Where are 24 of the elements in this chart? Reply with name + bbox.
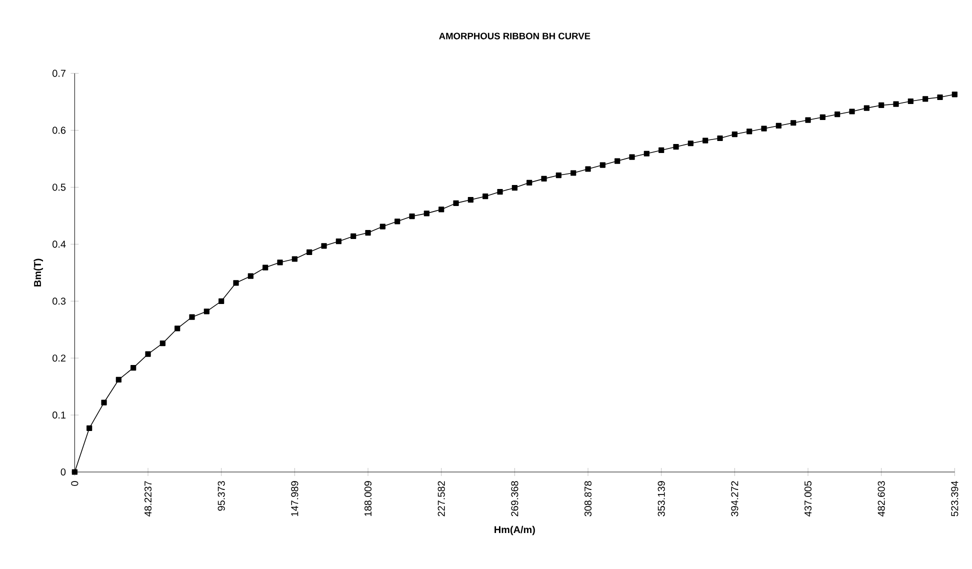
x-tick-label: 147.989 (291, 481, 298, 516)
y-tick-label: 0.3 (52, 298, 66, 305)
x-tick-label: 482.603 (878, 481, 885, 516)
y-tick-label: 0.1 (52, 412, 66, 419)
y-tick-label: 0.5 (52, 184, 66, 191)
x-tick-label: 353.139 (658, 481, 665, 516)
y-tick-label: 0.6 (52, 126, 66, 134)
x-tick-label: 95.373 (218, 481, 225, 511)
x-tick-label: 0 (71, 481, 78, 486)
x-axis-title: Hm(A/m) (494, 526, 535, 536)
x-tick-label: 48.2237 (144, 481, 152, 516)
y-axis-title: Bm(T) (34, 258, 44, 286)
chart-title: AMORPHOUS RIBBON BH CURVE (439, 32, 590, 40)
x-tick-label: 394.272 (731, 481, 738, 516)
y-tick-label: 0.7 (52, 70, 66, 77)
y-tick-label: 0 (60, 468, 66, 476)
y-tick-label: 0.4 (52, 240, 66, 248)
y-tick-label: 0.2 (52, 354, 66, 362)
x-tick-label: 308.878 (584, 481, 592, 516)
x-tick-label: 227.582 (438, 481, 445, 516)
x-tick-label: 269.368 (511, 481, 518, 516)
x-tick-label: 523.394 (951, 480, 958, 516)
x-tick-label: 437.005 (804, 481, 812, 516)
x-tick-label: 188.009 (364, 481, 372, 516)
